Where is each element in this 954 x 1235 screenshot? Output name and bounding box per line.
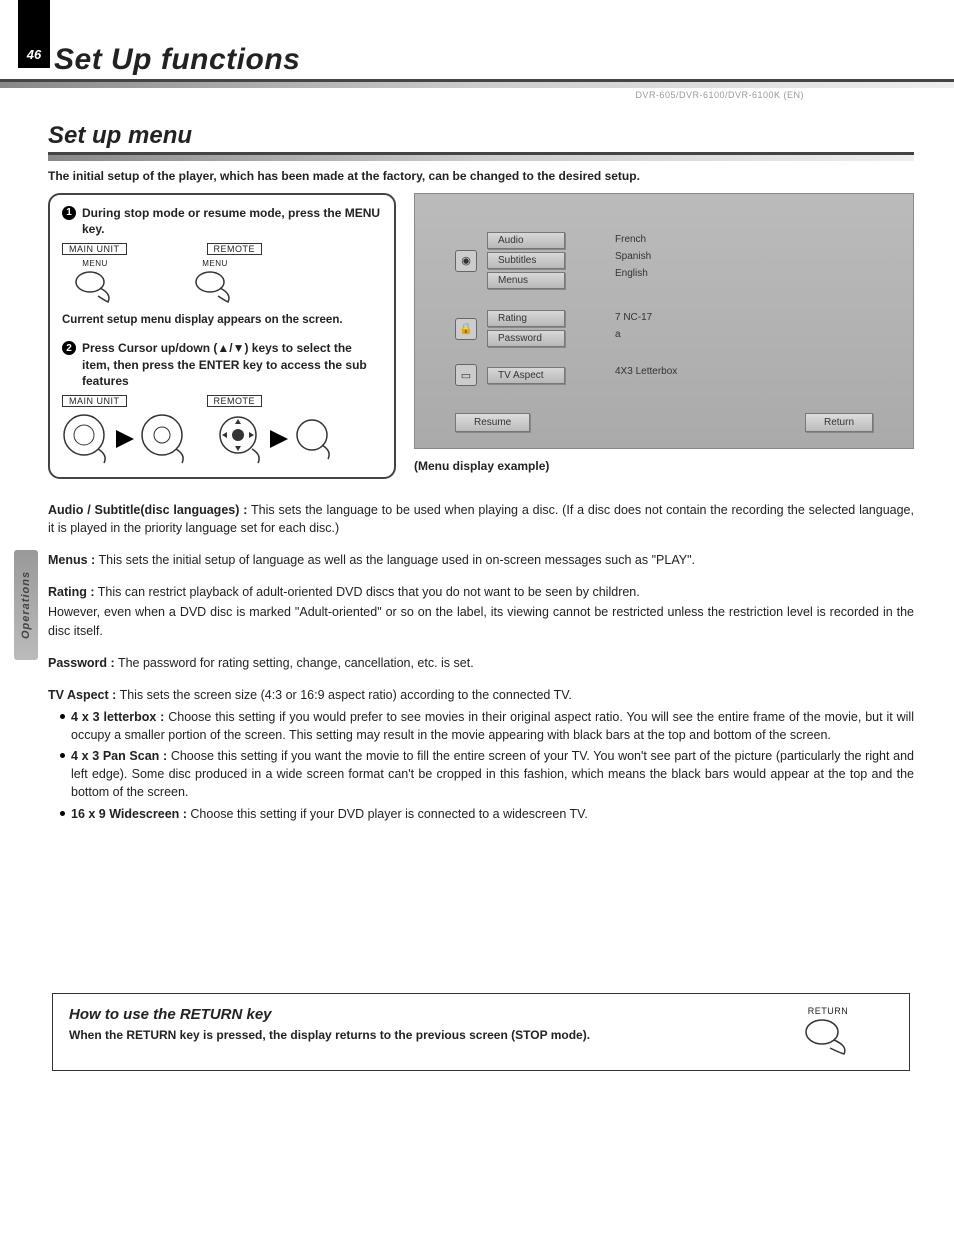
step2-head: 2 Press Cursor up/down (▲/▼) keys to sel… [62, 340, 382, 389]
page-header: 46 Set Up functions [0, 0, 954, 82]
rating-text2: However, even when a DVD disc is marked … [48, 603, 914, 639]
header-gradient [0, 82, 954, 88]
press-icon [70, 270, 120, 304]
tv-label: TV Aspect : [48, 688, 116, 702]
lock-icon: 🔒 [455, 318, 477, 340]
current-setup-text: Current setup menu display appears on th… [62, 314, 382, 326]
menu-value: 7 NC-17 [615, 312, 705, 323]
tv-text: This sets the screen size (4:3 or 16:9 a… [120, 688, 572, 702]
menu-button-mainunit: MENU [70, 259, 120, 304]
menu-caption: MENU [70, 259, 120, 268]
bullet-text: Choose this setting if you would prefer … [71, 710, 914, 742]
bullet-icon [60, 753, 65, 758]
bullet-item: 4 x 3 letterbox : Choose this setting if… [60, 708, 914, 744]
return-box: How to use the RETURN key When the RETUR… [52, 993, 910, 1071]
menu-caption: MENU [190, 259, 240, 268]
password-text: The password for rating setting, change,… [118, 656, 474, 670]
dial-icon [62, 413, 110, 465]
return-title: How to use the RETURN key [69, 1006, 763, 1023]
menu-display-example: ◉ Audio Subtitles Menus French Spanish E… [414, 193, 914, 449]
descriptions: Audio / Subtitle(disc languages) : This … [48, 501, 914, 823]
press-icon [190, 270, 240, 304]
return-label: RETURN [763, 1006, 893, 1016]
tv-icon: ▭ [455, 364, 477, 386]
menus-text: This sets the initial setup of language … [98, 553, 695, 567]
menus-label: Menus : [48, 553, 95, 567]
page-title: Set Up functions [54, 43, 300, 77]
bullet-label: 4 x 3 letterbox : [71, 710, 164, 724]
menu-caption: (Menu display example) [414, 459, 914, 473]
menu-value: a [615, 329, 705, 340]
bullet-item: 16 x 9 Widescreen : Choose this setting … [60, 805, 914, 823]
menu-item: Rating [487, 310, 565, 327]
model-line: DVR-605/DVR-6100/DVR-6100K (EN) [635, 90, 804, 100]
section-title: Set up menu [48, 122, 914, 155]
menu-item: Password [487, 330, 565, 347]
bullet-icon [60, 811, 65, 816]
menu-item: Subtitles [487, 252, 565, 269]
bullet-text: Choose this setting if your DVD player i… [190, 807, 587, 821]
rating-label: Rating : [48, 585, 95, 599]
bullet-label: 4 x 3 Pan Scan : [71, 749, 167, 763]
remote-label: REMOTE [207, 243, 263, 255]
rating-text: This can restrict playback of adult-orie… [98, 585, 640, 599]
intro-line: The initial setup of the player, which h… [48, 169, 914, 183]
bullet-item: 4 x 3 Pan Scan : Choose this setting if … [60, 747, 914, 801]
return-button: Return [805, 413, 873, 432]
main-unit-label: MAIN UNIT [62, 243, 127, 255]
dial-row-mainunit [62, 413, 382, 465]
audio-label: Audio / Subtitle(disc languages) : [48, 503, 247, 517]
menu-value: 4X3 Letterbox [615, 366, 705, 377]
dial-icon [140, 413, 188, 465]
menu-item: Menus [487, 272, 565, 289]
step2-num-icon: 2 [62, 341, 76, 355]
menu-value: French [615, 234, 705, 245]
password-label: Password : [48, 656, 115, 670]
language-icon: ◉ [455, 250, 477, 272]
menu-item: TV Aspect [487, 367, 565, 384]
return-text: When the RETURN key is pressed, the disp… [69, 1027, 763, 1044]
section-gradient [48, 155, 914, 161]
step-box: 1 During stop mode or resume mode, press… [48, 193, 396, 479]
remote-label: REMOTE [207, 395, 263, 407]
menu-item: Audio [487, 232, 565, 249]
step1-text: During stop mode or resume mode, press t… [82, 205, 382, 237]
arrow-icon [270, 430, 288, 448]
step2-text: Press Cursor up/down (▲/▼) keys to selec… [82, 340, 382, 389]
arrow-icon [116, 430, 134, 448]
dial-icon [216, 413, 264, 465]
page-number-box: 46 [18, 0, 50, 68]
bullet-label: 16 x 9 Widescreen : [71, 807, 187, 821]
main-unit-label: MAIN UNIT [62, 395, 127, 407]
press-icon [798, 1018, 858, 1056]
resume-button: Resume [455, 413, 530, 432]
bullet-text: Choose this setting if you want the movi… [71, 749, 914, 799]
menu-value: English [615, 268, 705, 279]
menu-value: Spanish [615, 251, 705, 262]
step1-head: 1 During stop mode or resume mode, press… [62, 205, 382, 237]
bullet-icon [60, 714, 65, 719]
menu-button-remote: MENU [190, 259, 240, 304]
dial-icon [294, 417, 334, 461]
step1-num-icon: 1 [62, 206, 76, 220]
